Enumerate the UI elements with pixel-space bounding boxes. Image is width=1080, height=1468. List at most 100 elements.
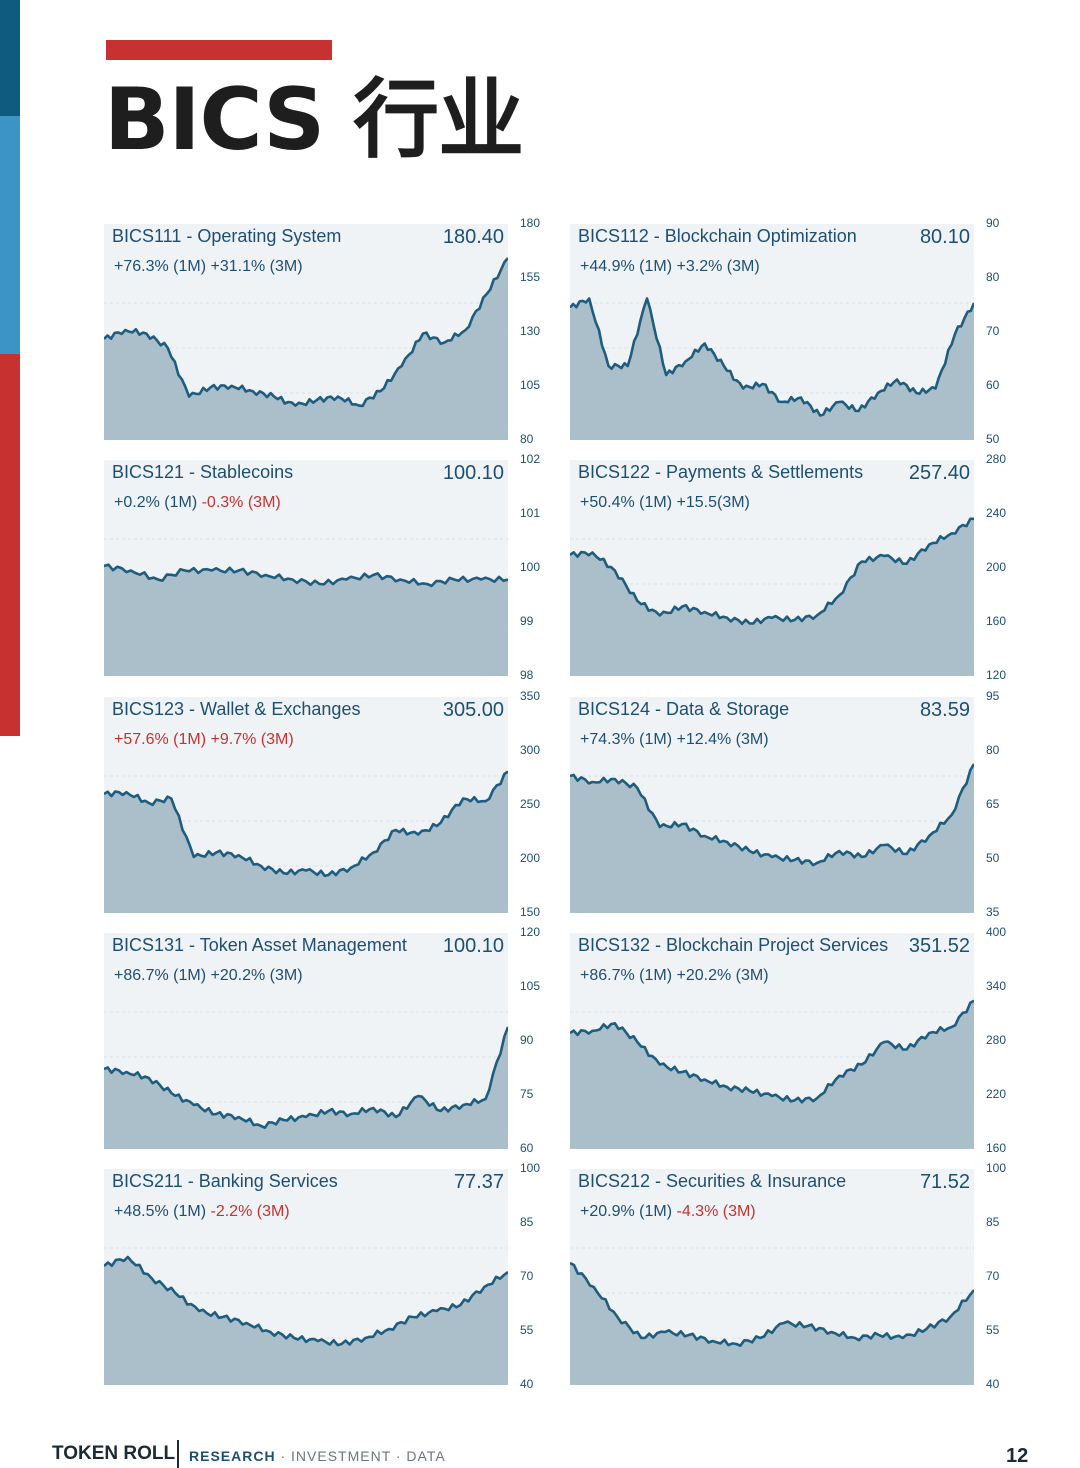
chart-panel: BICS111 - Operating System 180.40 +76.3% (… xyxy=(104,216,574,446)
y-tick-label: 280 xyxy=(986,452,1007,466)
y-tick-label: 150 xyxy=(520,905,541,919)
y-tick-label: 300 xyxy=(520,743,541,757)
change-line: +74.3% (1M) +12.4% (3M) xyxy=(580,731,769,749)
area-chart xyxy=(570,297,974,440)
change-line: +50.4% (1M) +15.5(3M) xyxy=(580,494,750,512)
area-chart xyxy=(104,1247,508,1385)
chart-plot-area: BICS124 - Data & Storage 83.59 +74.3% (1M)… xyxy=(570,697,974,913)
chart-title: BICS123 - Wallet & Exchanges xyxy=(112,699,361,719)
y-tick-label: 85 xyxy=(986,1215,1000,1229)
footer-tagline: RESEARCH · INVESTMENT · DATA xyxy=(189,1448,446,1464)
y-tick-label: 40 xyxy=(986,1377,1000,1391)
chart-panel: BICS112 - Blockchain Optimization 80.10 +4… xyxy=(570,216,1040,446)
change-line: +20.9% (1M) -4.3% (3M) xyxy=(580,1203,756,1221)
change-1m: +44.9% (1M) xyxy=(580,258,673,275)
change-3m: -0.3% (3M) xyxy=(201,494,281,511)
chart-panel: BICS124 - Data & Storage 83.59 +74.3% (1M)… xyxy=(570,689,1040,919)
chart-title: BICS124 - Data & Storage xyxy=(578,699,790,719)
last-value: 100.10 xyxy=(442,935,504,957)
chart-plot-area: BICS212 - Securities & Insurance 71.52 +20… xyxy=(570,1169,974,1385)
change-1m: +86.7% (1M) xyxy=(114,967,207,984)
y-tick-label: 100 xyxy=(520,560,541,574)
side-bar-dark-blue xyxy=(0,0,20,116)
y-tick-label: 102 xyxy=(520,452,541,466)
series-line xyxy=(570,763,974,867)
y-tick-label: 400 xyxy=(986,925,1007,939)
y-tick-label: 75 xyxy=(520,1087,534,1101)
y-tick-label: 55 xyxy=(986,1323,1000,1337)
chart-plot-area: BICS131 - Token Asset Management 100.10 +8… xyxy=(104,933,508,1149)
y-tick-label: 100 xyxy=(986,1161,1007,1175)
change-3m: +3.2% (3M) xyxy=(676,258,760,275)
chart-panel: BICS212 - Securities & Insurance 71.52 +20… xyxy=(570,1161,1040,1391)
y-tick-label: 120 xyxy=(986,668,1007,682)
chart-panel: BICS122 - Payments & Settlements 257.40 +5… xyxy=(570,452,1040,682)
series-area xyxy=(104,1257,508,1385)
change-3m: -2.2% (3M) xyxy=(210,1203,290,1220)
y-tick-label: 50 xyxy=(986,432,1000,446)
y-tick-label: 160 xyxy=(986,1141,1007,1155)
y-tick-label: 70 xyxy=(986,324,1000,338)
area-chart xyxy=(570,517,974,676)
series-area xyxy=(570,1000,974,1149)
series-line xyxy=(104,770,508,878)
y-tick-label: 340 xyxy=(986,979,1007,993)
chart-title: BICS212 - Securities & Insurance xyxy=(578,1171,847,1191)
last-value: 77.37 xyxy=(453,1171,504,1193)
change-1m: +50.4% (1M) xyxy=(580,494,673,511)
series-line xyxy=(570,517,974,626)
change-1m: +20.9% (1M) xyxy=(580,1203,673,1220)
area-chart xyxy=(104,1011,508,1149)
chart-title: BICS131 - Token Asset Management xyxy=(112,935,407,955)
last-value: 71.52 xyxy=(919,1171,970,1193)
y-tick-label: 200 xyxy=(986,560,1007,574)
change-line: +57.6% (1M) +9.7% (3M) xyxy=(114,731,294,749)
series-area xyxy=(570,518,974,676)
chart-title: BICS211 - Banking Services xyxy=(112,1171,338,1191)
y-tick-label: 40 xyxy=(520,1377,534,1391)
side-bar-light-blue xyxy=(0,116,20,354)
y-tick-label: 35 xyxy=(986,905,1000,919)
chart-title: BICS122 - Payments & Settlements xyxy=(578,462,864,482)
y-tick-label: 350 xyxy=(520,689,541,703)
page-number: 12 xyxy=(1006,1445,1029,1467)
y-tick-label: 220 xyxy=(986,1087,1007,1101)
chart-panel: BICS211 - Banking Services 77.37 +48.5% (1… xyxy=(104,1161,574,1391)
y-tick-label: 99 xyxy=(520,614,534,628)
change-1m: +48.5% (1M) xyxy=(114,1203,207,1220)
chart-title: BICS111 - Operating System xyxy=(112,226,342,246)
change-line: +76.3% (1M) +31.1% (3M) xyxy=(114,258,303,276)
footer-brand: TOKEN ROLL xyxy=(52,1443,176,1464)
chart-panel: BICS132 - Blockchain Project Services 351… xyxy=(570,925,1040,1155)
change-3m: -4.3% (3M) xyxy=(676,1203,756,1220)
footer-tag-rest: · INVESTMENT · DATA xyxy=(275,1448,446,1464)
change-1m: +74.3% (1M) xyxy=(580,731,673,748)
y-tick-label: 280 xyxy=(986,1033,1007,1047)
y-tick-label: 65 xyxy=(986,797,1000,811)
chart-title: BICS112 - Blockchain Optimization xyxy=(578,226,857,246)
last-value: 257.40 xyxy=(908,462,970,484)
y-tick-label: 155 xyxy=(520,270,541,284)
chart-plot-area: BICS112 - Blockchain Optimization 80.10 +4… xyxy=(570,224,974,440)
y-tick-label: 80 xyxy=(986,743,1000,757)
series-line xyxy=(570,999,974,1104)
change-line: +86.7% (1M) +20.2% (3M) xyxy=(580,967,769,985)
chart-title: BICS121 - Stablecoins xyxy=(112,462,294,482)
change-3m: +20.2% (3M) xyxy=(210,967,303,984)
chart-plot-area: BICS122 - Payments & Settlements 257.40 +5… xyxy=(570,460,974,676)
series-area xyxy=(570,298,974,440)
change-1m: +0.2% (1M) xyxy=(114,494,198,511)
area-chart xyxy=(570,763,974,913)
change-3m: +12.4% (3M) xyxy=(676,731,769,748)
y-tick-label: 180 xyxy=(520,216,541,230)
chart-panel: BICS121 - Stablecoins 100.10 +0.2% (1M) -0… xyxy=(104,452,574,682)
y-tick-label: 90 xyxy=(986,216,1000,230)
series-area xyxy=(570,1263,974,1385)
y-tick-label: 80 xyxy=(520,432,534,446)
change-3m: +15.5(3M) xyxy=(676,494,750,511)
y-tick-label: 98 xyxy=(520,668,534,682)
change-3m: +31.1% (3M) xyxy=(210,258,303,275)
series-area xyxy=(104,771,508,913)
y-tick-label: 240 xyxy=(986,506,1007,520)
change-1m: +76.3% (1M) xyxy=(114,258,207,275)
